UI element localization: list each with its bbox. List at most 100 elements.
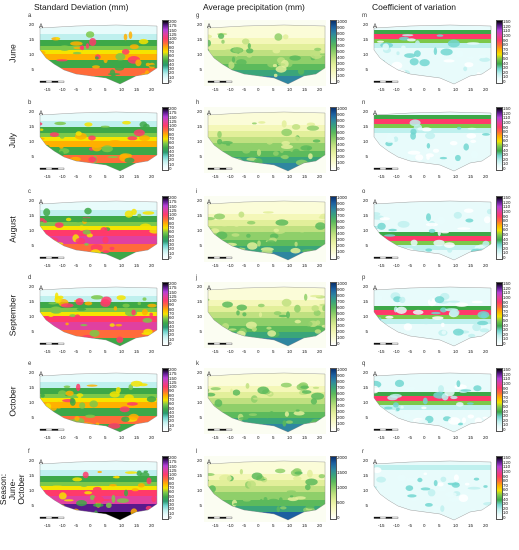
colorbar-sd — [162, 456, 169, 520]
colorbar-tick-label: 70 — [503, 133, 509, 139]
x-tick-label: 10 — [453, 523, 459, 528]
colorbar-tick-label: 400 — [337, 403, 345, 408]
x-tick-label: 5 — [438, 435, 441, 440]
column-title-avg: Average precipitation (mm) — [203, 2, 305, 12]
colorbar-tick-label: 0 — [169, 166, 172, 171]
map-panel-sd-2: A — [36, 196, 158, 262]
x-tick-label: 15 — [302, 174, 308, 179]
y-tick-label: 20 — [196, 284, 202, 289]
colorbar-tick-label: 0 — [337, 427, 340, 432]
map-panel-avg-3: A — [204, 282, 326, 348]
colorbar-tick-label: 200 — [337, 67, 345, 72]
colorbar-tick-label: 100 — [337, 335, 345, 340]
colorbar-tick-label: 900 — [337, 112, 345, 117]
y-tick-label: 20 — [362, 284, 368, 289]
colorbar-tick-label: 125 — [169, 207, 177, 213]
map-svg: A — [370, 107, 492, 173]
x-tick-label: 0 — [257, 523, 260, 528]
svg-text:A: A — [207, 460, 211, 466]
x-tick-label: -15 — [378, 174, 385, 179]
colorbar-tick-label: 50 — [169, 319, 175, 325]
x-tick-label: 10 — [453, 349, 459, 354]
row-label-2: August — [0, 196, 26, 262]
y-tick-label: 20 — [196, 370, 202, 375]
colorbar-tick-label: 100 — [169, 212, 177, 218]
colorbar-tick-label: 700 — [337, 124, 345, 129]
panel-letter: o — [362, 189, 366, 195]
x-tick-label: 15 — [302, 87, 308, 92]
colorbar-tick-label: 70 — [503, 482, 509, 488]
y-tick-label: 20 — [196, 22, 202, 27]
x-tick-label: 5 — [104, 435, 107, 440]
row-label-4: October — [0, 368, 26, 434]
colorbar-tick-label: 40 — [169, 148, 175, 154]
map-svg: A — [36, 282, 158, 348]
map-svg: A — [204, 20, 326, 86]
x-tick-label: 20 — [149, 349, 155, 354]
x-tick-label: -15 — [212, 174, 219, 179]
x-tick-label: -15 — [378, 435, 385, 440]
y-tick-label: 5 — [365, 415, 368, 420]
x-tick-label: -5 — [242, 263, 247, 268]
x-tick-label: 15 — [468, 435, 474, 440]
colorbar-cv — [496, 282, 503, 346]
colorbar-tick-label: 110 — [503, 204, 511, 210]
map-panel-sd-5: A — [36, 456, 158, 522]
svg-text:A: A — [373, 460, 377, 466]
y-tick-label: 5 — [31, 329, 34, 334]
map-panel-cv-0: A — [370, 20, 492, 86]
colorbar-tick-label: 40 — [169, 61, 175, 67]
y-tick-label: 5 — [199, 67, 202, 72]
colorbar-tick-label: 600 — [337, 305, 345, 310]
x-tick-label: 20 — [317, 87, 323, 92]
x-tick-label: 5 — [104, 523, 107, 528]
x-tick-label: -15 — [212, 87, 219, 92]
colorbar-tick-label: 80 — [503, 478, 509, 484]
map-svg: A — [36, 107, 158, 173]
x-tick-label: 15 — [302, 523, 308, 528]
colorbar-tick-label: 90 — [169, 388, 175, 394]
y-tick-label: 15 — [28, 37, 34, 42]
colorbar-tick-label: 150 — [169, 203, 177, 209]
x-tick-label: 5 — [272, 174, 275, 179]
y-tick-label: 5 — [31, 154, 34, 159]
x-tick-label: -15 — [44, 174, 51, 179]
colorbar-tick-label: 150 — [503, 19, 511, 24]
colorbar-tick-label: 900 — [337, 25, 345, 30]
colorbar-tick-label: 50 — [169, 57, 175, 63]
x-tick-label: -15 — [212, 523, 219, 528]
x-tick-label: 0 — [423, 349, 426, 354]
x-tick-label: 0 — [89, 349, 92, 354]
x-tick-label: 20 — [149, 263, 155, 268]
x-tick-label: 10 — [287, 523, 293, 528]
row-label-0: June — [0, 20, 26, 86]
colorbar-tick-label: 30 — [169, 153, 175, 159]
colorbar-tick-label: 100 — [169, 123, 177, 129]
colorbar-tick-label: 0 — [169, 255, 172, 260]
colorbar-tick-label: 10 — [503, 74, 509, 80]
colorbar-tick-label: 300 — [337, 148, 345, 153]
colorbar-tick-label: 50 — [503, 142, 509, 148]
x-tick-label: 0 — [257, 174, 260, 179]
x-tick-label: 15 — [468, 263, 474, 268]
row-label-3: September — [0, 282, 26, 348]
x-tick-label: -15 — [44, 523, 51, 528]
y-tick-label: 15 — [28, 213, 34, 218]
map-panel-cv-1: A — [370, 107, 492, 173]
x-tick-label: -10 — [393, 435, 400, 440]
colorbar-sd — [162, 282, 169, 346]
colorbar-tick-label: 120 — [503, 371, 511, 377]
x-tick-label: 15 — [134, 349, 140, 354]
map-panel-sd-4: A — [36, 368, 158, 434]
colorbar-tick-label: 700 — [337, 385, 345, 390]
colorbar-tick-label: 30 — [503, 501, 509, 507]
svg-text:A: A — [39, 200, 43, 206]
panel-letter: m — [362, 13, 367, 19]
colorbar-tick-label: 120 — [503, 285, 511, 291]
x-tick-label: 10 — [453, 87, 459, 92]
colorbar-tick-label: 20 — [169, 70, 175, 76]
map-panel-avg-0: A — [204, 20, 326, 86]
colorbar-tick-label: 60 — [503, 51, 509, 57]
colorbar-tick-label: 150 — [503, 455, 511, 460]
colorbar-tick-label: 30 — [503, 152, 509, 158]
